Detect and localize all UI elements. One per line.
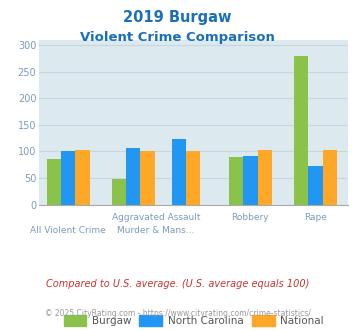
Text: Rape: Rape (304, 213, 327, 222)
Bar (243, 156, 257, 205)
Bar (126, 148, 141, 205)
Bar (141, 151, 155, 205)
Text: Robbery: Robbery (231, 213, 269, 222)
Bar (257, 150, 272, 205)
Bar (112, 179, 126, 205)
Legend: Burgaw, North Carolina, National: Burgaw, North Carolina, National (60, 312, 327, 329)
Text: Compared to U.S. average. (U.S. average equals 100): Compared to U.S. average. (U.S. average … (46, 279, 309, 289)
Bar (76, 150, 90, 205)
Text: All Violent Crime: All Violent Crime (31, 226, 106, 235)
Bar (308, 166, 323, 205)
Bar (47, 159, 61, 205)
Text: Aggravated Assault: Aggravated Assault (112, 213, 200, 222)
Text: © 2025 CityRating.com - https://www.cityrating.com/crime-statistics/: © 2025 CityRating.com - https://www.city… (45, 309, 310, 317)
Bar (186, 151, 200, 205)
Text: Violent Crime Comparison: Violent Crime Comparison (80, 31, 275, 44)
Bar (294, 55, 308, 205)
Text: Murder & Mans...: Murder & Mans... (118, 226, 195, 235)
Bar (229, 157, 243, 205)
Text: 2019 Burgaw: 2019 Burgaw (123, 10, 232, 25)
Bar (323, 150, 337, 205)
Bar (61, 151, 76, 205)
Bar (172, 139, 186, 205)
